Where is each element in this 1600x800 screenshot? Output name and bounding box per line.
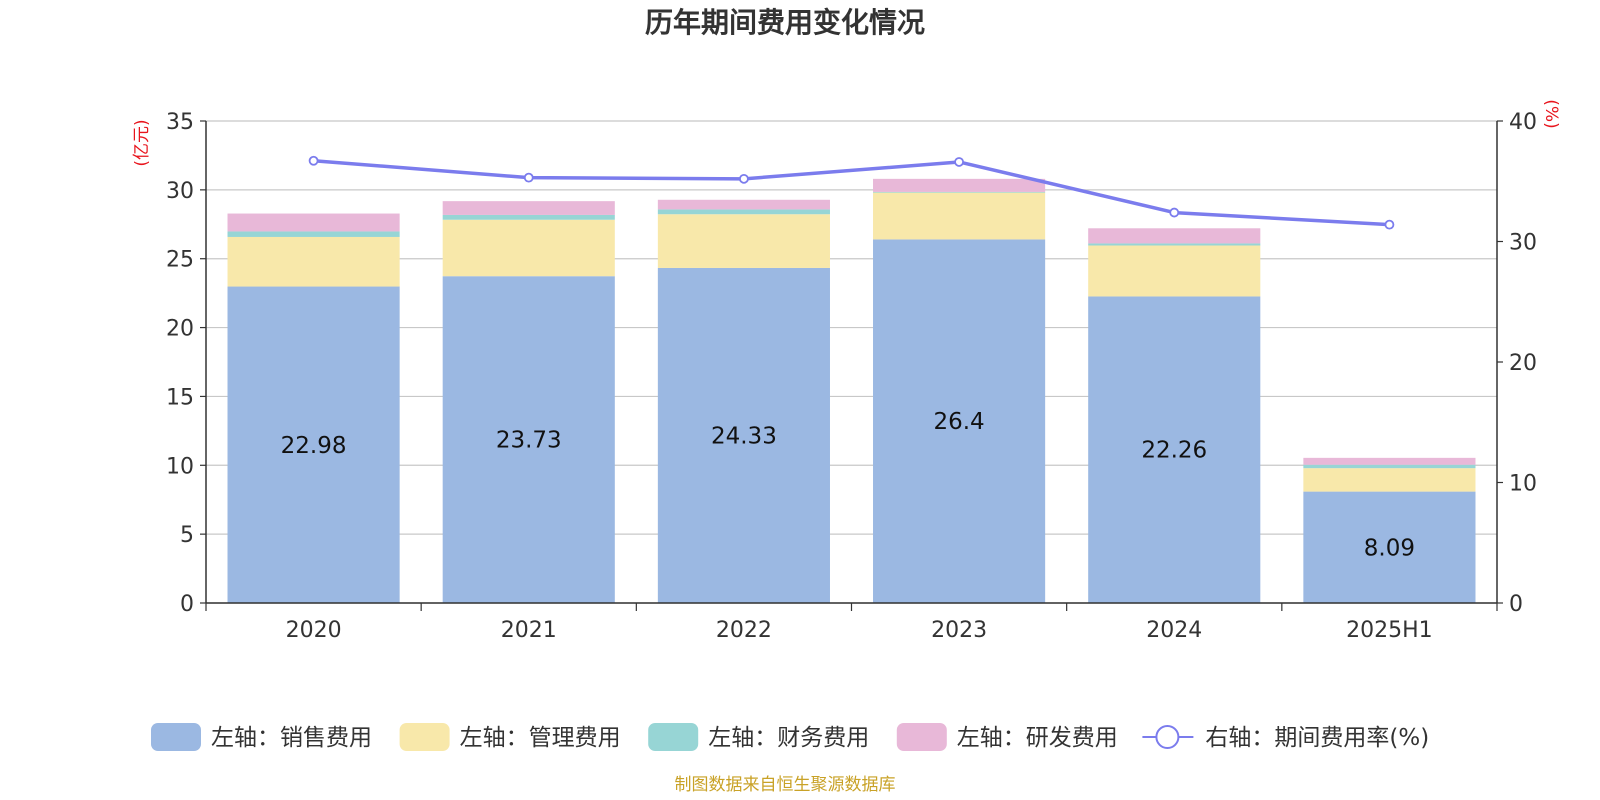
bar-segment (1088, 296, 1261, 603)
bar-segment (1303, 464, 1476, 469)
right-axis-tick-label: 0 (1509, 592, 1523, 617)
rate-line-point (739, 173, 749, 184)
x-axis-tick-label: 2022 (716, 618, 772, 643)
bar-segment (1088, 228, 1261, 244)
right-axis-tick-label: 10 (1509, 472, 1537, 497)
left-axis-tick-label: 25 (166, 248, 194, 273)
rate-line-point (1384, 219, 1395, 230)
legend-label: 左轴：销售费用 (211, 725, 372, 751)
bar-segment (1088, 245, 1261, 297)
legend-label: 左轴：财务费用 (708, 725, 869, 751)
right-axis-tick-label: 20 (1509, 351, 1537, 376)
left-axis-unit: (亿元) (132, 119, 152, 166)
legend-swatch (151, 723, 201, 751)
bar-segment (657, 199, 830, 210)
x-axis-tick-label: 2020 (286, 618, 342, 643)
bar-segment (1303, 457, 1476, 465)
bar-series (227, 178, 1476, 604)
left-axis-tick-label: 0 (180, 592, 194, 617)
legend-label: 右轴：期间费用率(%) (1205, 725, 1429, 751)
bar-value-label: 8.09 (1364, 535, 1415, 561)
x-axis-tick-label: 2023 (931, 618, 987, 643)
x-axis-tick-label: 2025H1 (1346, 618, 1433, 643)
left-axis-tick-label: 20 (166, 317, 194, 342)
bar-segment (442, 201, 615, 215)
rate-line (313, 159, 1390, 227)
bar-value-label: 22.26 (1141, 438, 1207, 464)
left-axis-tick-label: 5 (180, 523, 194, 548)
bar-segment (227, 236, 400, 287)
x-axis-tick-label: 2021 (501, 618, 557, 643)
left-axis-tick-label: 30 (166, 179, 194, 204)
bar-value-label: 22.98 (281, 433, 347, 459)
left-axis-tick-label: 10 (166, 454, 194, 479)
bar-value-label: 23.73 (496, 428, 562, 454)
bar-segment (442, 214, 615, 220)
rate-line-point (308, 155, 319, 166)
axes: 0 5 10 15 20 25 30 35 0 10 20 30 40 2020 2021 2022 2023 2… (166, 110, 1537, 643)
right-axis-tick-label: 40 (1509, 110, 1537, 135)
bar-segment (227, 213, 400, 232)
left-axis-tick-label: 15 (166, 385, 194, 410)
bar-segment (873, 192, 1046, 240)
rate-line-series (308, 155, 1395, 230)
legend-swatch (399, 723, 450, 751)
bar-segment (1303, 491, 1476, 603)
bar-segment (657, 209, 830, 215)
legend: 左轴：销售费用 左轴：管理费用 左轴：财务费用 左轴：研发费用 右轴：期间费用率(%) (151, 723, 1429, 751)
bar-segment (873, 178, 1046, 192)
x-axis-tick-label: 2024 (1146, 618, 1202, 643)
rate-line-point (1169, 207, 1180, 218)
bar-segment (227, 286, 400, 603)
bar-segment (1088, 243, 1261, 246)
legend-label: 左轴：管理费用 (460, 725, 621, 751)
bar-value-labels: 22.98 23.73 24.33 26.4 22.26 8.09 (281, 409, 1415, 561)
legend-marker (1155, 725, 1180, 749)
bar-segment (657, 214, 830, 268)
right-axis-tick-label: 30 (1509, 231, 1537, 256)
bar-segment (657, 267, 830, 603)
legend-swatch (896, 723, 947, 751)
bar-value-label: 26.4 (933, 409, 984, 435)
rate-line-point (523, 172, 534, 183)
chart-title: 历年期间费用变化情况 (645, 6, 925, 39)
bar-segment (873, 239, 1046, 604)
grid-lines (206, 120, 1497, 604)
left-axis-tick-label: 35 (166, 110, 194, 135)
bar-segment (442, 219, 615, 277)
bar-segment (442, 276, 615, 603)
bar-value-label: 24.33 (711, 423, 777, 449)
bar-segment (227, 231, 400, 237)
legend-swatch (648, 723, 699, 751)
data-source-note: 制图数据来自恒生聚源数据库 (675, 775, 896, 795)
bar-segment (873, 191, 1046, 193)
rate-line-point (954, 157, 964, 167)
legend-label: 左轴：研发费用 (957, 725, 1118, 751)
bar-segment (1303, 468, 1476, 492)
right-axis-unit: (%) (1541, 99, 1561, 128)
